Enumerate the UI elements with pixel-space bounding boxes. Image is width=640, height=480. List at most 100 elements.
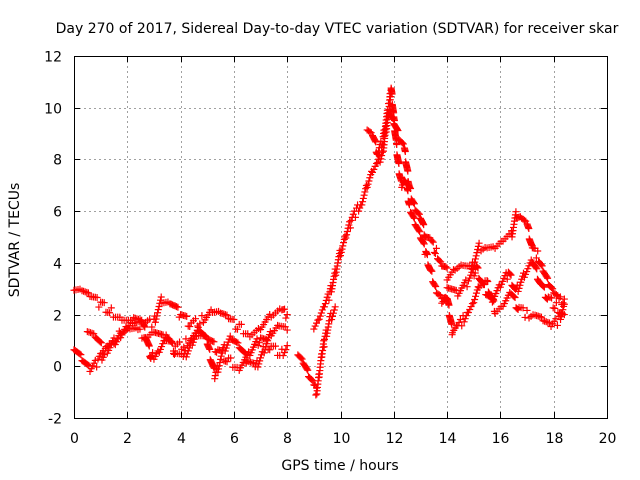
data-point: [515, 284, 523, 292]
data-point: [510, 293, 518, 301]
data-point: [325, 296, 333, 304]
data-point: [479, 280, 487, 288]
data-point: [217, 355, 225, 363]
data-point: [216, 359, 224, 367]
data-point: [214, 368, 222, 376]
data-point: [240, 348, 248, 356]
data-point: [420, 240, 428, 248]
series-band-a: [70, 285, 291, 341]
data-point: [283, 326, 291, 334]
data-point: [96, 338, 104, 346]
data-point: [313, 319, 321, 327]
data-point: [377, 155, 385, 163]
data-point: [540, 283, 548, 291]
data-point: [410, 199, 418, 207]
data-point: [388, 113, 396, 121]
data-point: [346, 218, 354, 226]
data-point: [358, 201, 366, 209]
data-point: [517, 278, 525, 286]
data-point: [375, 147, 383, 155]
data-point: [468, 300, 476, 308]
data-point: [525, 225, 533, 233]
data-point: [154, 306, 162, 314]
data-point: [548, 294, 556, 302]
data-point: [523, 306, 531, 314]
data-point: [340, 239, 348, 247]
data-point: [394, 127, 402, 135]
y-tick-label: 8: [53, 153, 62, 169]
data-point: [366, 174, 374, 182]
data-point: [544, 274, 552, 282]
data-point: [483, 276, 491, 284]
data-point: [471, 255, 479, 263]
data-point: [184, 347, 192, 355]
data-point: [556, 293, 564, 301]
data-point: [537, 313, 545, 321]
data-point: [282, 346, 290, 354]
data-point: [560, 311, 568, 319]
data-point: [521, 313, 529, 321]
data-point: [551, 304, 559, 312]
data-point: [145, 342, 153, 350]
y-tick-label: 0: [53, 360, 62, 376]
data-point: [416, 228, 424, 236]
data-point: [93, 294, 101, 302]
data-point: [329, 309, 337, 317]
data-point: [168, 338, 176, 346]
data-point: [261, 346, 269, 354]
data-point: [308, 376, 316, 384]
data-point: [534, 247, 542, 255]
data-point: [271, 342, 279, 350]
data-point: [183, 350, 191, 358]
data-point: [506, 270, 514, 278]
data-point: [215, 365, 223, 373]
data-point: [461, 315, 469, 323]
x-tick-label: 8: [283, 431, 292, 447]
data-point: [182, 353, 190, 361]
x-tick-label: 18: [546, 431, 564, 447]
data-point: [404, 167, 412, 175]
data-point: [338, 245, 346, 253]
data-point: [484, 278, 492, 286]
x-axis-label: GPS time / hours: [281, 458, 398, 474]
data-point: [407, 185, 415, 193]
data-point: [423, 251, 431, 259]
data-point: [539, 282, 547, 290]
data-point: [320, 337, 328, 345]
data-point: [328, 316, 336, 324]
data-point: [389, 114, 397, 122]
data-point: [533, 265, 541, 273]
data-point: [507, 271, 515, 279]
data-point: [469, 265, 477, 273]
data-point: [136, 325, 144, 333]
series-dip-segment: [294, 303, 339, 399]
y-tick-label: 12: [44, 50, 62, 66]
data-point: [222, 344, 230, 352]
data-point: [342, 234, 350, 242]
data-point: [442, 263, 450, 271]
data-point: [255, 360, 263, 368]
data-point: [443, 264, 451, 272]
data-point: [430, 249, 438, 257]
chart-title: Day 270 of 2017, Sidereal Day-to-day VTE…: [56, 21, 619, 37]
data-point: [432, 282, 440, 290]
data-point: [552, 291, 560, 299]
y-tick-label: 6: [53, 205, 62, 221]
data-point: [472, 292, 480, 300]
data-point: [414, 209, 422, 217]
data-point: [180, 343, 188, 351]
data-point: [115, 327, 123, 335]
data-point: [511, 294, 519, 302]
data-point: [223, 311, 231, 319]
data-point: [448, 320, 456, 328]
data-point: [206, 345, 214, 353]
data-point: [257, 354, 265, 362]
data-point: [378, 140, 386, 148]
data-point: [263, 340, 271, 348]
data-point: [472, 289, 480, 297]
data-point: [97, 339, 105, 347]
data-point: [310, 325, 318, 333]
data-point: [549, 285, 557, 293]
data-point: [445, 301, 453, 309]
